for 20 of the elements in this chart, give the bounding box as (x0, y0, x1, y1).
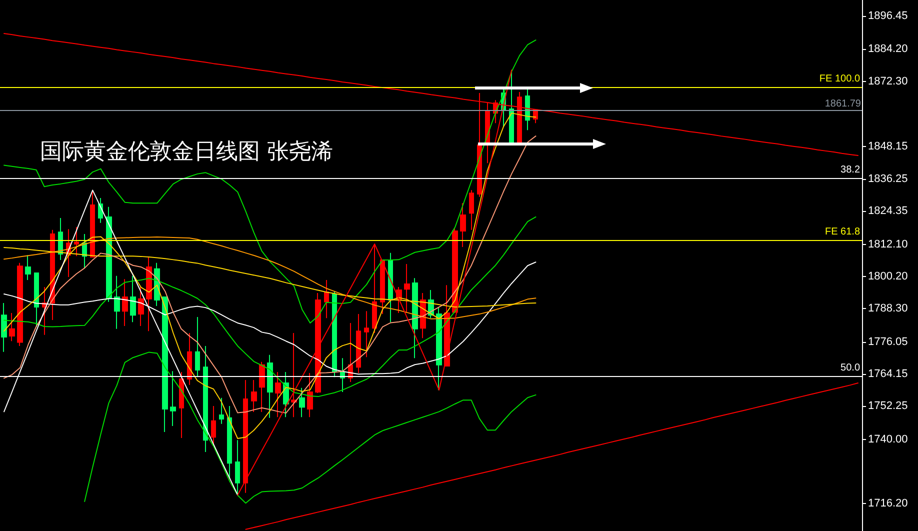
annotation: 50.0 (840, 362, 860, 374)
y-tick-label: 1740.00 (868, 433, 908, 446)
annotation: FE 100.0 (819, 74, 860, 85)
y-tick-label: 1776.05 (868, 336, 908, 348)
annotation: FE 61.8 (824, 226, 860, 238)
text: 国际黄金伦敦金日线图 张尧浠 (40, 140, 333, 164)
y-tick-label: 1896.45 (868, 10, 908, 22)
y-tick-label: 1812.10 (868, 238, 908, 250)
y-tick-label: 1848.15 (868, 140, 908, 153)
y-tick-label: 1872.30 (868, 75, 908, 88)
ref-line-label: 1861.79 (824, 98, 862, 110)
y-tick-label: 1884.20 (868, 43, 908, 56)
y-tick-label: 1764.15 (868, 368, 908, 380)
y-tick-label: 1800.20 (868, 270, 908, 282)
y-tick-label: 1836.25 (868, 172, 908, 185)
y-tick-label: 1824.35 (868, 205, 908, 218)
y-tick-label: 1788.30 (868, 302, 908, 315)
y-tick-label: 1716.20 (868, 498, 908, 510)
annotation: 38.2 (840, 164, 860, 176)
y-tick-label: 1752.25 (868, 400, 908, 412)
